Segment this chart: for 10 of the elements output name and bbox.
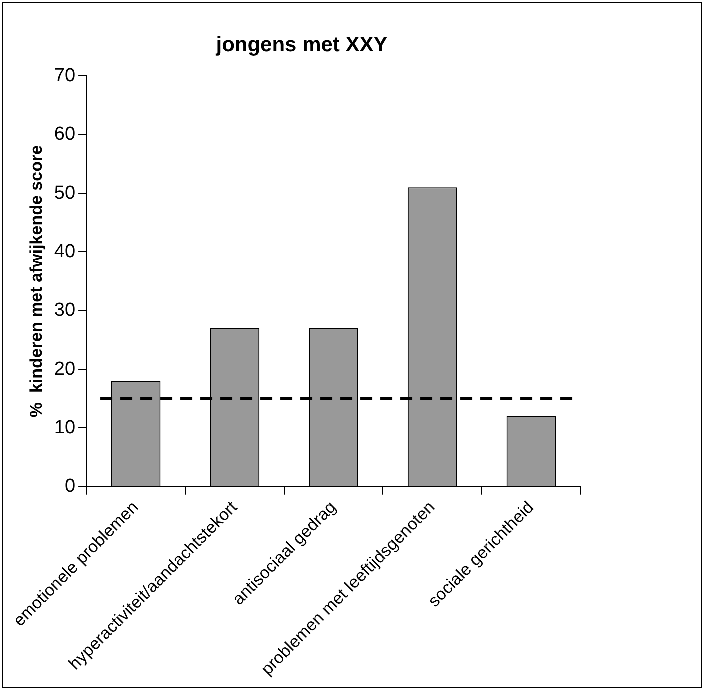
y-tick-label: 20 [54,358,76,380]
y-tick-label: 0 [64,476,76,498]
y-axis-title: % kinderen met afwijkende score [26,145,46,418]
y-tick-label: 70 [54,65,76,86]
y-tick-label: 30 [54,300,76,322]
y-tick-label: 10 [54,417,76,438]
y-tick-label: 60 [54,124,76,146]
chart-title: jongens met XXY [215,33,388,56]
y-tick-label: 50 [54,182,76,204]
y-tick-label: 40 [54,241,76,262]
